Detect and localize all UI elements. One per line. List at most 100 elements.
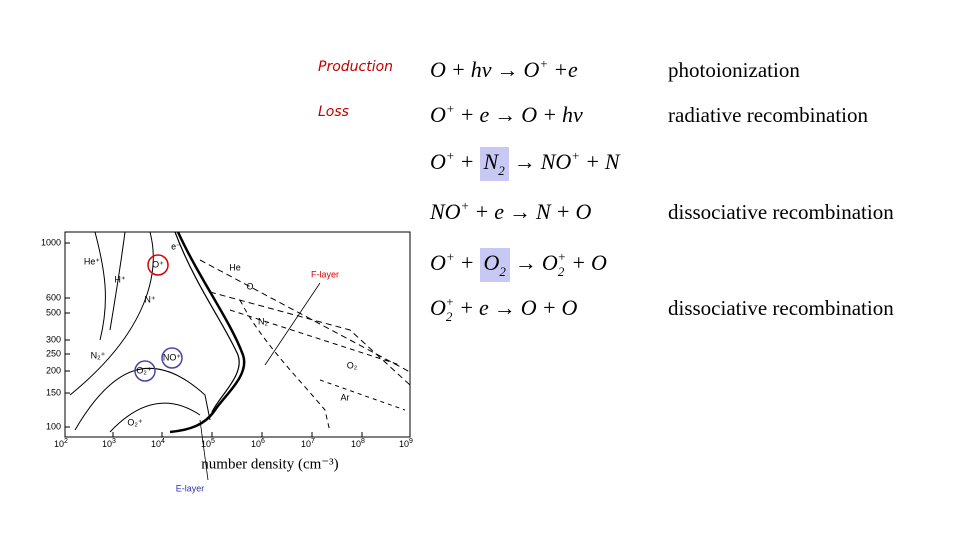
x-tick-label: 102: [54, 438, 68, 450]
figure-label: He⁺: [84, 256, 101, 266]
token-text: +: [541, 295, 557, 320]
token-text: →: [514, 250, 537, 275]
figure-label: N₂: [258, 316, 268, 326]
token-text: e: [479, 295, 489, 320]
x-tick-label: 108: [351, 438, 365, 450]
tick-exponent: 2: [64, 438, 68, 445]
token: NO+: [541, 148, 580, 175]
token: O2: [479, 248, 510, 282]
tick-base: 10: [102, 439, 112, 449]
token-text: N: [604, 149, 620, 174]
token: hv: [471, 57, 492, 83]
figure-label: E-layer: [176, 483, 205, 493]
figure-label: N₂⁺: [91, 350, 106, 360]
token: →: [497, 57, 519, 83]
equation-description: photoionization: [668, 58, 800, 82]
figure-label: O⁺: [152, 259, 164, 269]
token-text: +: [450, 57, 466, 82]
o-plus-circle: [147, 254, 169, 276]
token: →: [515, 250, 537, 276]
figure-label: O₂: [347, 360, 358, 370]
token-text: O: [430, 295, 446, 320]
token-text: →: [513, 149, 536, 174]
token: O2+: [430, 294, 454, 325]
y-tick-label: 300: [46, 334, 61, 344]
superscript: +: [460, 198, 470, 213]
figure-label: O₂⁺: [127, 417, 142, 427]
token: +: [571, 250, 586, 276]
equation-description: dissociative recombination: [668, 200, 894, 224]
token-text: +: [474, 199, 490, 224]
token-text: +e: [553, 57, 578, 82]
token: O: [591, 250, 607, 276]
equation-description: radiative recombination: [668, 103, 869, 127]
token-text: +: [459, 250, 475, 275]
token-text: O: [523, 57, 540, 82]
o2-plus-curve: [109, 402, 201, 433]
equation: O+ + e → O + hv: [430, 101, 588, 128]
token: O: [521, 102, 537, 128]
token: +: [585, 149, 600, 175]
subscript: 2: [557, 264, 565, 279]
x-axis-title: number density (cm⁻³): [201, 456, 338, 472]
o-curve: [209, 291, 411, 386]
token-text: N: [483, 149, 499, 174]
tick-base: 10: [351, 439, 361, 449]
token-text: →: [508, 199, 531, 224]
superscript: +: [445, 101, 455, 116]
equation-description: dissociative recombination: [668, 296, 894, 320]
subscript: 2: [499, 264, 506, 279]
superscript: +: [557, 249, 567, 264]
no-plus-curve: [74, 367, 211, 431]
tick-exponent: 7: [311, 438, 315, 445]
token-text: O: [430, 250, 446, 275]
token: +: [460, 250, 475, 276]
equation: O + hv → O+ +e: [430, 56, 583, 83]
token-text: NO: [540, 149, 572, 174]
equation: O2+ + e → O + O: [430, 294, 582, 325]
no-plus-circle: [161, 347, 183, 369]
figure-label: He: [229, 262, 241, 272]
curves: [69, 231, 411, 481]
token: O: [562, 295, 578, 321]
token: +: [542, 102, 557, 128]
o2-plus-circle: [134, 360, 156, 382]
token-text: +: [571, 250, 586, 275]
token: +: [556, 199, 571, 225]
figure-label: NO⁺: [163, 352, 182, 362]
token-text: +: [585, 149, 600, 174]
superscript: +: [445, 148, 455, 163]
y-tick-label: 150: [46, 387, 61, 397]
superscript: +: [539, 56, 549, 71]
token: +: [460, 102, 475, 128]
plot-frame: [64, 231, 411, 438]
token: N: [536, 199, 551, 225]
token: e: [494, 199, 504, 225]
token: N: [605, 149, 620, 175]
token-text: NO: [430, 199, 461, 224]
equation: O+ + N2 → NO+ + N: [430, 147, 625, 181]
token: →: [514, 149, 536, 175]
token-text: →: [494, 102, 517, 127]
x-tick-label: 104: [151, 438, 165, 450]
token: O+: [524, 56, 549, 83]
y-tick-label: 1000: [41, 237, 61, 247]
token: →: [509, 199, 531, 225]
figure-label: O: [246, 281, 253, 291]
token: O: [430, 57, 446, 83]
tick-exponent: 9: [409, 438, 413, 445]
figure-label: O₂⁺: [136, 365, 151, 375]
o-plus-curve: [174, 231, 240, 413]
n-plus-curve: [69, 231, 154, 396]
token: →: [494, 295, 516, 321]
token-text: +: [555, 199, 571, 224]
token: +: [474, 199, 489, 225]
token-text: →: [493, 295, 516, 320]
token: hv: [562, 102, 583, 128]
figure-label: F-layer: [311, 269, 339, 279]
tick-base: 10: [201, 439, 211, 449]
token-text: +: [459, 295, 475, 320]
n2-curve: [239, 299, 331, 433]
token-text: O: [520, 295, 537, 320]
